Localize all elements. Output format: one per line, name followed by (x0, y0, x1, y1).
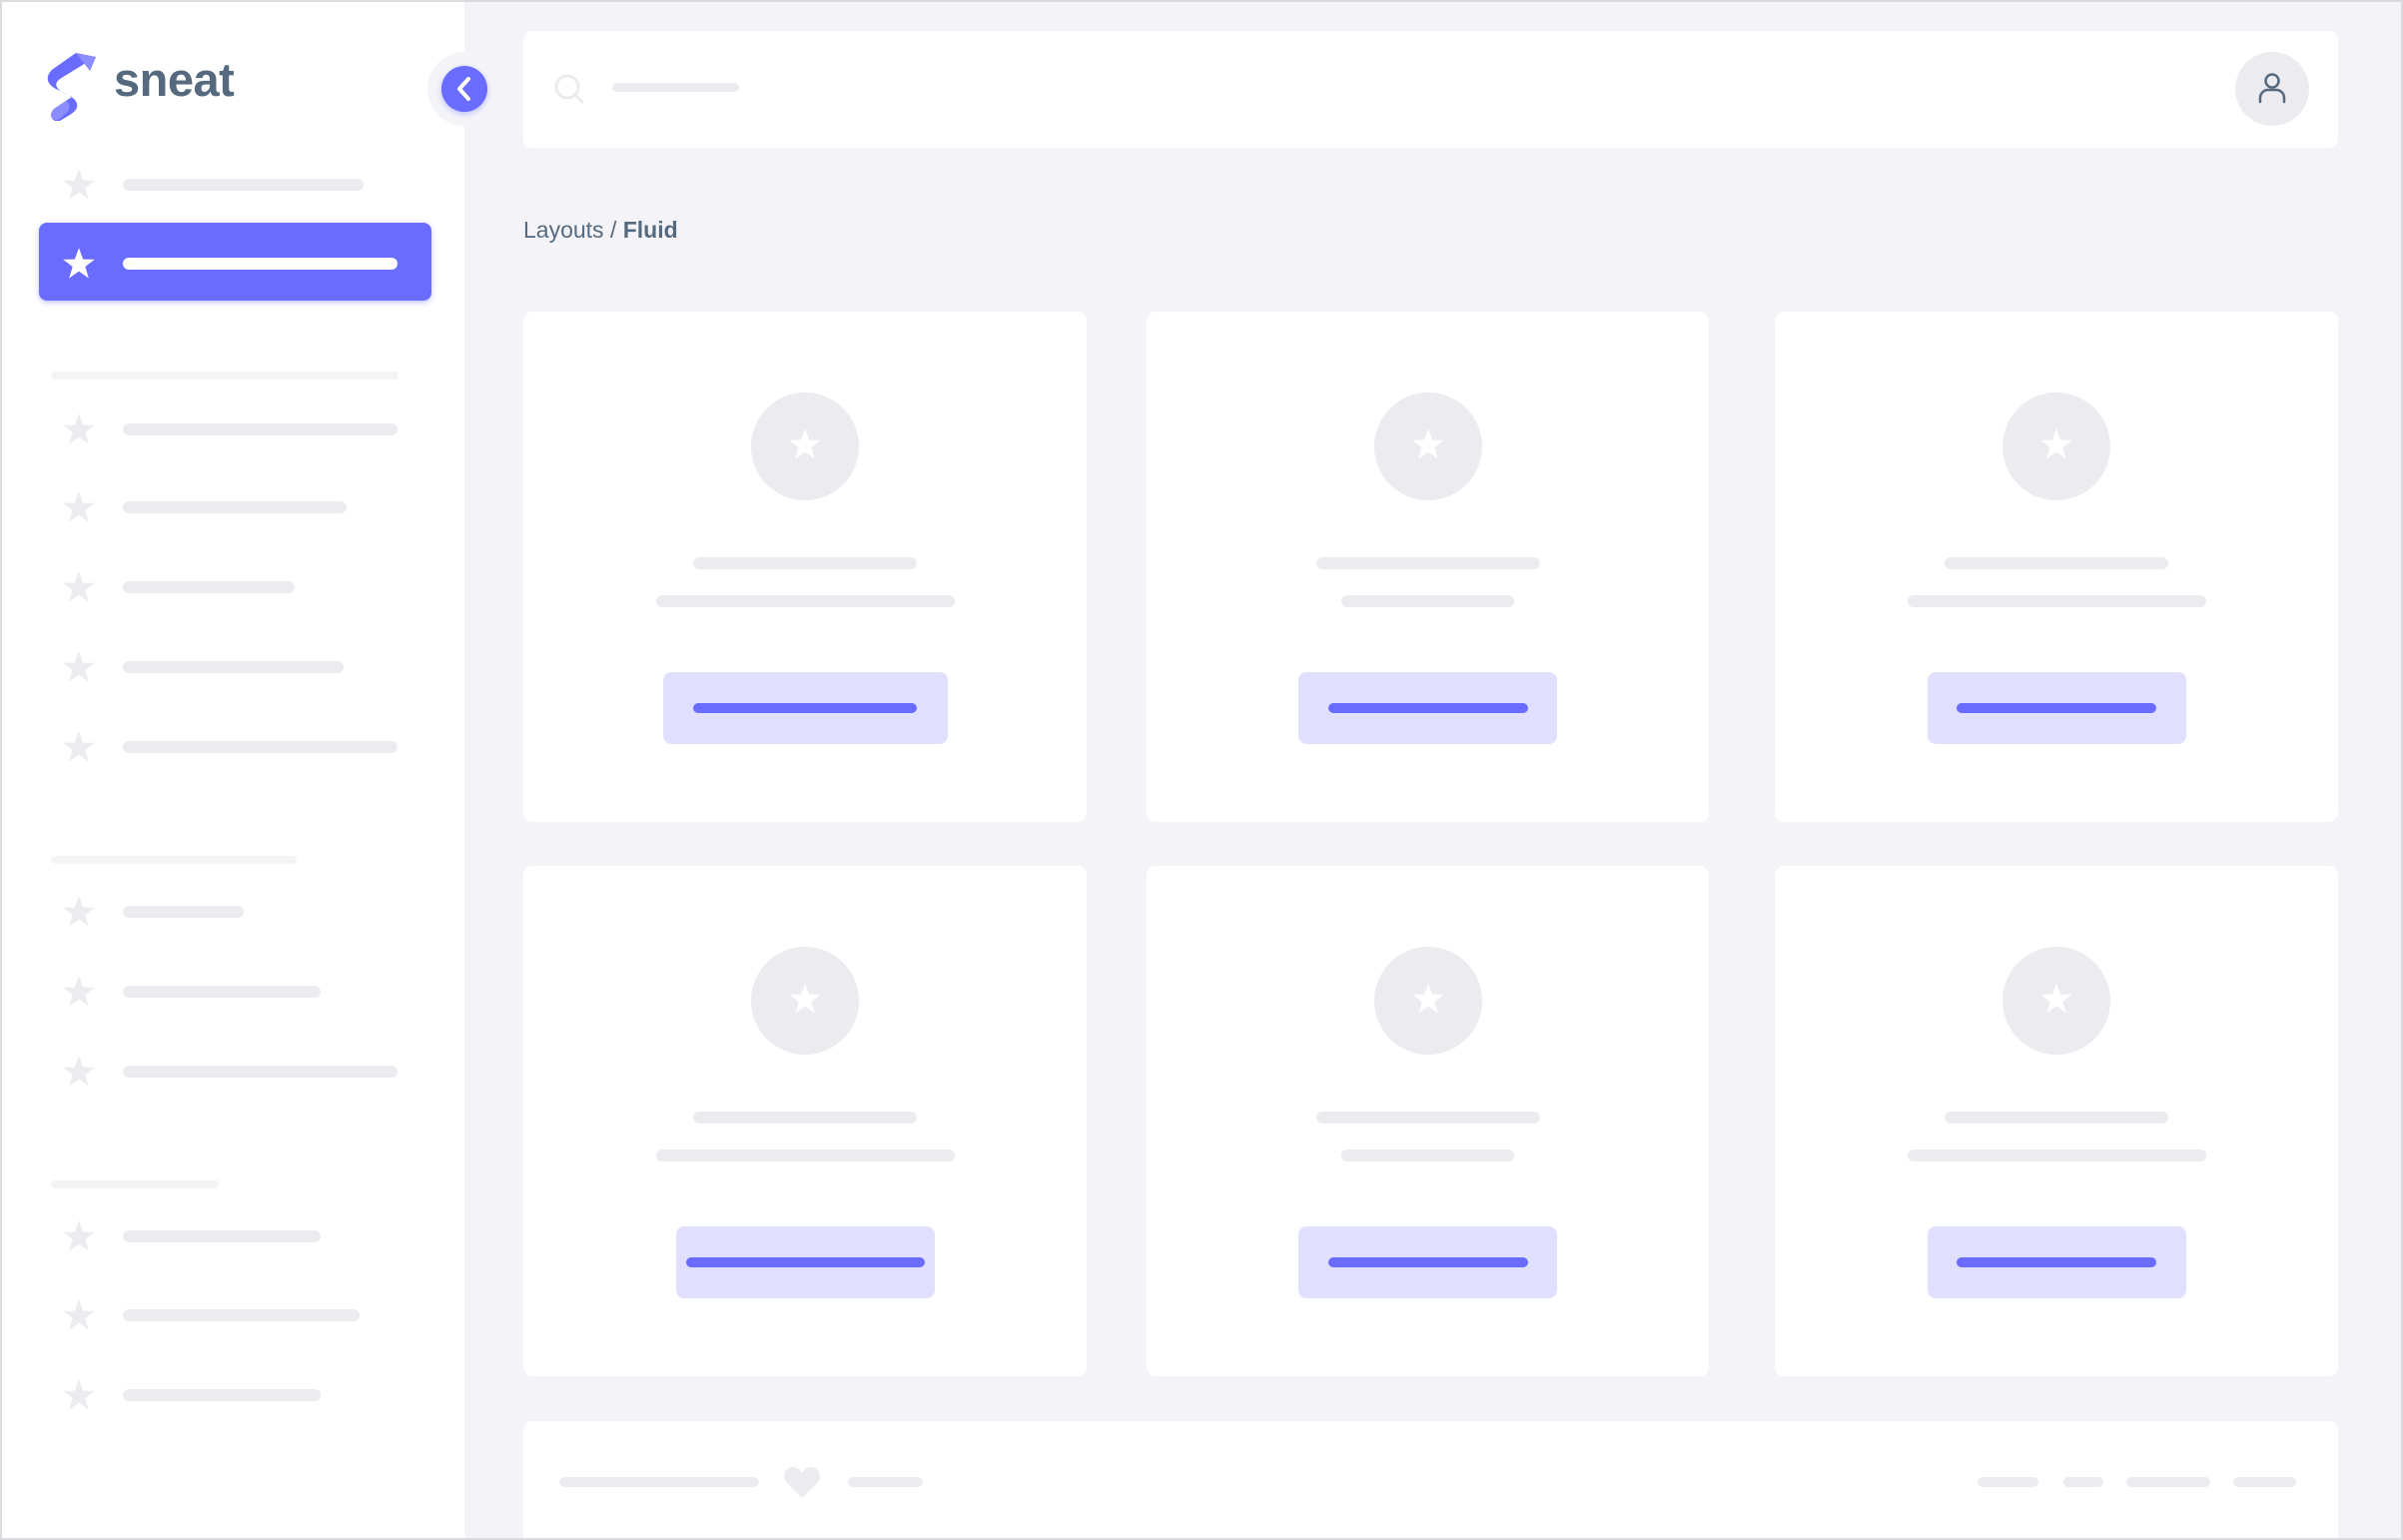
card-button-label (685, 1257, 925, 1267)
card-button[interactable] (1298, 672, 1557, 744)
footer-link[interactable] (1978, 1477, 2038, 1487)
card-text (655, 595, 955, 607)
card-title (693, 557, 917, 569)
card-icon-circle (751, 392, 859, 500)
star-icon (60, 1217, 98, 1255)
sidebar: sneat (2, 2, 464, 1538)
footer-link[interactable] (2126, 1477, 2210, 1487)
star-icon (2037, 425, 2075, 463)
sidebar-item[interactable] (123, 661, 344, 673)
star-icon (60, 166, 98, 204)
card-icon-circle (2002, 392, 2110, 500)
breadcrumb-current: Fluid (622, 217, 678, 243)
card-title (1315, 557, 1540, 569)
card-button[interactable] (662, 672, 948, 744)
footer-text (559, 1477, 759, 1487)
sidebar-section-header (51, 372, 399, 380)
content-card (1147, 866, 1709, 1376)
star-icon (60, 973, 98, 1011)
star-icon (60, 728, 98, 766)
card-button[interactable] (1298, 1226, 1557, 1298)
card-title (1945, 557, 2168, 569)
search-input[interactable] (612, 83, 739, 92)
content-card (1147, 312, 1709, 822)
user-avatar-button[interactable] (2235, 52, 2309, 126)
breadcrumb-parent[interactable]: Layouts (523, 217, 604, 243)
footer-link[interactable] (848, 1477, 923, 1487)
navbar (523, 31, 2338, 148)
sidebar-item-active-label[interactable] (123, 258, 398, 270)
card-button-label (1327, 1257, 1528, 1267)
card-icon-circle (1373, 392, 1482, 500)
card-button[interactable] (675, 1226, 935, 1298)
sidebar-item[interactable] (123, 986, 321, 998)
star-icon (60, 1053, 98, 1091)
breadcrumb: Layouts / Fluid (523, 217, 678, 244)
sidebar-section-header (51, 856, 297, 864)
card-button-label (1327, 703, 1528, 713)
sidebar-item[interactable] (123, 1230, 321, 1242)
card-title (693, 1112, 917, 1124)
sidebar-item[interactable] (123, 1309, 360, 1321)
footer-link[interactable] (2233, 1477, 2296, 1487)
star-icon (60, 1296, 98, 1334)
star-icon (60, 648, 98, 686)
sidebar-item[interactable] (123, 1389, 321, 1401)
sidebar-toggle-button[interactable] (441, 66, 487, 112)
user-icon (2258, 73, 2286, 104)
card-text (655, 1150, 955, 1161)
sidebar-section-header (51, 1180, 219, 1188)
star-icon (60, 568, 98, 606)
breadcrumb-separator: / (603, 217, 623, 243)
star-icon (60, 893, 98, 931)
sidebar-item[interactable] (123, 581, 295, 593)
card-button-label (693, 703, 917, 713)
card-button[interactable] (1927, 1226, 2186, 1298)
footer (523, 1421, 2338, 1538)
content-card (523, 312, 1087, 822)
card-title (1315, 1112, 1540, 1124)
star-icon (60, 410, 98, 448)
card-title (1945, 1112, 2168, 1124)
star-icon (1409, 980, 1447, 1018)
card-icon-circle (2002, 947, 2110, 1055)
card-button-label (1957, 703, 2156, 713)
star-icon (60, 245, 98, 283)
sidebar-item[interactable] (123, 741, 398, 753)
brand-name: sneat (114, 53, 235, 106)
star-icon (1409, 425, 1447, 463)
sidebar-item[interactable] (123, 179, 364, 191)
footer-link[interactable] (2063, 1477, 2103, 1487)
star-icon (786, 425, 824, 463)
content-card (1775, 866, 2338, 1376)
card-text (1341, 595, 1514, 607)
star-icon (786, 980, 824, 1018)
card-text (1907, 595, 2206, 607)
card-icon-circle (751, 947, 859, 1055)
card-text (1907, 1150, 2206, 1161)
content-card (523, 866, 1087, 1376)
logo-icon (46, 49, 100, 122)
sidebar-item[interactable] (123, 906, 244, 918)
search-icon[interactable] (553, 73, 587, 107)
card-text (1341, 1150, 1514, 1161)
star-icon (60, 1376, 98, 1414)
sidebar-item[interactable] (123, 423, 398, 435)
card-button[interactable] (1927, 672, 2186, 744)
card-icon-circle (1373, 947, 1482, 1055)
star-icon (60, 488, 98, 526)
sidebar-item[interactable] (123, 501, 347, 513)
card-button-label (1957, 1257, 2156, 1267)
sidebar-item[interactable] (123, 1066, 398, 1078)
content-card (1775, 312, 2338, 822)
star-icon (2037, 980, 2075, 1018)
chevron-left-icon (457, 77, 470, 101)
heart-icon (784, 1467, 820, 1498)
